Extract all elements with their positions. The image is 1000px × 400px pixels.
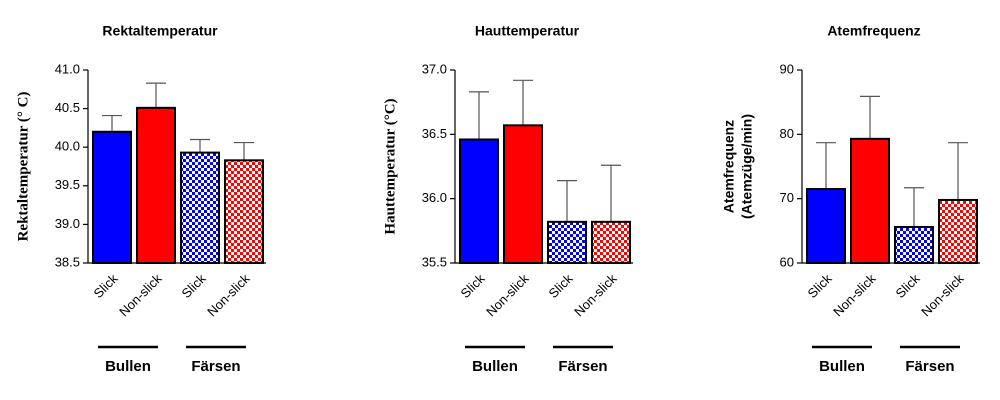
x-tick-label: Non-slick bbox=[483, 271, 532, 320]
y-tick-label: 37.0 bbox=[422, 61, 447, 76]
x-tick-label: Slick bbox=[546, 271, 576, 301]
y-axis-label: Atemfrequenz bbox=[721, 120, 737, 213]
bar bbox=[136, 106, 176, 264]
bar bbox=[547, 220, 587, 264]
group-label: Bullen bbox=[819, 358, 865, 375]
x-tick-label: Slick bbox=[91, 271, 121, 301]
x-tick-label: Slick bbox=[458, 271, 488, 301]
x-tick-label: Non-slick bbox=[918, 271, 967, 320]
chart-title: Hauttemperatur bbox=[475, 23, 580, 39]
y-tick-label: 90 bbox=[780, 61, 794, 76]
x-tick-label: Slick bbox=[805, 271, 835, 301]
y-tick-label: 39.0 bbox=[55, 216, 80, 231]
bar bbox=[806, 188, 846, 264]
chart-title: Rektaltemperatur bbox=[102, 23, 218, 39]
x-tick-label: Slick bbox=[893, 271, 923, 301]
x-tick-label: Non-slick bbox=[571, 271, 620, 320]
x-tick-label: Non-slick bbox=[116, 271, 165, 320]
y-tick-label: 38.5 bbox=[55, 254, 80, 269]
y-tick-label: 40.0 bbox=[55, 139, 80, 154]
y-axis-label: (Atemzüge/min) bbox=[739, 114, 755, 219]
bar bbox=[503, 124, 543, 265]
bar bbox=[938, 198, 978, 265]
group-label: Bullen bbox=[472, 358, 518, 375]
bar bbox=[459, 138, 499, 264]
y-tick-label: 60 bbox=[780, 254, 794, 269]
y-tick-label: 70 bbox=[780, 190, 794, 205]
y-tick-label: 41.0 bbox=[55, 61, 80, 76]
bar bbox=[850, 137, 890, 264]
chart-title: Atemfrequenz bbox=[827, 23, 920, 39]
x-tick-label: Non-slick bbox=[830, 271, 879, 320]
group-label: Bullen bbox=[105, 358, 151, 375]
bar bbox=[224, 159, 264, 265]
y-tick-label: 40.5 bbox=[55, 100, 80, 115]
group-label: Färsen bbox=[191, 358, 240, 375]
y-tick-label: 35.5 bbox=[422, 254, 447, 269]
bar bbox=[591, 220, 631, 264]
y-axis-label: Rektaltemperatur (° C) bbox=[15, 92, 31, 242]
bar bbox=[180, 151, 220, 264]
y-tick-label: 39.5 bbox=[55, 177, 80, 192]
y-tick-label: 36.0 bbox=[422, 190, 447, 205]
y-tick-label: 36.5 bbox=[422, 126, 447, 141]
x-tick-label: Non-slick bbox=[204, 271, 253, 320]
group-label: Färsen bbox=[558, 358, 607, 375]
y-axis-label: Hauttemperatur (°C) bbox=[382, 98, 398, 234]
bar bbox=[894, 225, 934, 264]
x-tick-label: Slick bbox=[179, 271, 209, 301]
bar bbox=[92, 130, 132, 264]
group-label: Färsen bbox=[905, 358, 954, 375]
y-tick-label: 80 bbox=[780, 126, 794, 141]
